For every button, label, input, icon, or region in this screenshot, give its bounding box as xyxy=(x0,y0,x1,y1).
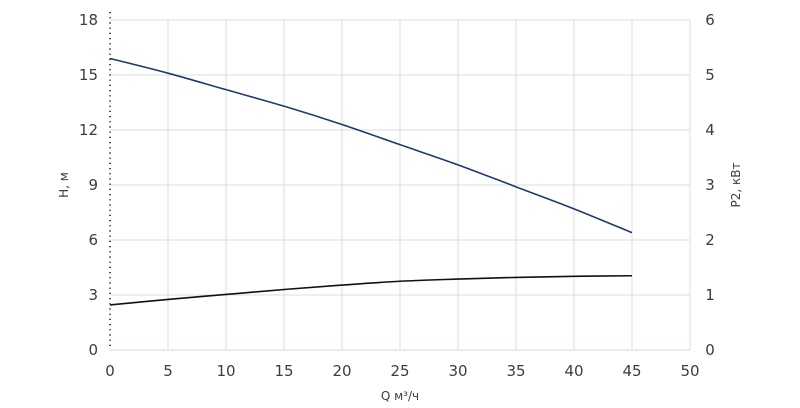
y-left-tick-label: 12 xyxy=(79,121,98,139)
y-right-tick-label: 6 xyxy=(705,11,715,29)
y-right-tick-label: 0 xyxy=(705,341,715,359)
x-tick-label: 25 xyxy=(390,362,409,380)
y-right-tick-label: 3 xyxy=(705,176,715,194)
x-tick-label: 15 xyxy=(274,362,293,380)
x-tick-label: 45 xyxy=(622,362,641,380)
x-tick-label: 35 xyxy=(506,362,525,380)
x-axis-title: Q м³/ч xyxy=(381,389,419,403)
x-tick-label: 40 xyxy=(564,362,583,380)
y-right-tick-label: 2 xyxy=(705,231,715,249)
x-tick-label: 50 xyxy=(680,362,699,380)
series-layer xyxy=(109,57,633,306)
power-curve-line xyxy=(109,274,633,306)
y-left-tick-label: 15 xyxy=(79,66,98,84)
y-right-axis-title: P2, кВт xyxy=(729,163,743,208)
y-left-tick-label: 0 xyxy=(88,341,98,359)
y-right-tick-label: 4 xyxy=(705,121,715,139)
head-curve-line xyxy=(109,57,633,234)
grid xyxy=(110,19,691,350)
y-left-tick-label: 6 xyxy=(88,231,98,249)
x-tick-label: 0 xyxy=(105,362,115,380)
y-left-tick-label: 9 xyxy=(88,176,98,194)
y-left-tick-label: 3 xyxy=(88,286,98,304)
y-left-axis-title: H, м xyxy=(57,172,71,198)
x-tick-label: 20 xyxy=(332,362,351,380)
y-left-tick-label: 18 xyxy=(79,11,98,29)
x-tick-label: 10 xyxy=(216,362,235,380)
y-right-tick-label: 1 xyxy=(705,286,715,304)
x-tick-label: 30 xyxy=(448,362,467,380)
axes xyxy=(109,12,690,351)
y-right-tick-label: 5 xyxy=(705,66,715,84)
x-tick-label: 5 xyxy=(163,362,173,380)
